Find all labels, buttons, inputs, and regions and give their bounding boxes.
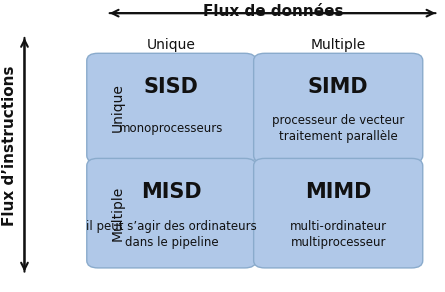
Text: MISD: MISD [141, 182, 202, 202]
Text: Flux de données: Flux de données [203, 4, 344, 19]
Text: il peut s’agir des ordinateurs
dans le pipeline: il peut s’agir des ordinateurs dans le p… [86, 220, 257, 248]
FancyBboxPatch shape [254, 158, 423, 268]
Text: Multiple: Multiple [111, 185, 125, 241]
Text: Multiple: Multiple [311, 38, 366, 52]
Text: SISD: SISD [144, 77, 199, 97]
Text: Flux d’instructions: Flux d’instructions [2, 66, 17, 226]
Text: monoprocesseurs: monoprocesseurs [119, 122, 223, 135]
Text: Unique: Unique [147, 38, 196, 52]
Text: multi-ordinateur
multiprocesseur: multi-ordinateur multiprocesseur [290, 220, 387, 248]
FancyBboxPatch shape [254, 53, 423, 163]
Text: Unique: Unique [111, 84, 125, 133]
FancyBboxPatch shape [87, 158, 256, 268]
Text: processeur de vecteur
traitement parallèle: processeur de vecteur traitement parallè… [272, 114, 405, 143]
Text: MIMD: MIMD [305, 182, 372, 202]
Text: SIMD: SIMD [308, 77, 368, 97]
FancyBboxPatch shape [87, 53, 256, 163]
